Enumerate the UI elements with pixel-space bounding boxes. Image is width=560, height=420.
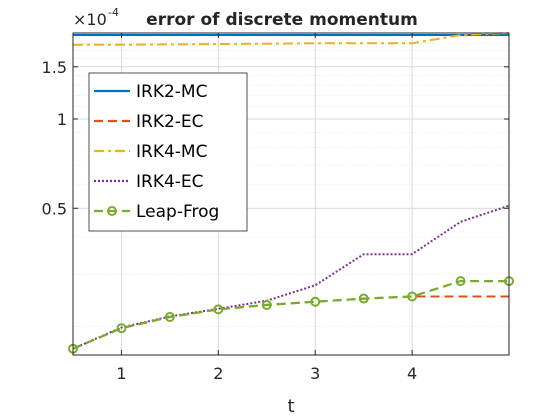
series-irk4-mc — [73, 32, 510, 46]
legend-label: Leap-Frog — [136, 202, 219, 222]
series-line-leap-frog — [72, 280, 509, 350]
x-tick-label: 4 — [407, 364, 417, 383]
legend-label: IRK2-MC — [136, 82, 207, 102]
legend-item-leap-frog: Leap-Frog — [94, 202, 219, 222]
x-axis-label: t — [287, 396, 294, 417]
y-tick-label: 0.5 — [42, 199, 67, 218]
ticks: 0.5 1 1.5 1 2 3 4 — [42, 33, 509, 383]
data-point — [310, 296, 321, 307]
y-tick-label: 1.5 — [42, 58, 67, 77]
series-layer — [68, 32, 514, 354]
x-tick-label: 1 — [116, 364, 126, 383]
chart-title: error of discrete momentum — [146, 10, 418, 30]
data-point — [116, 323, 127, 334]
x-tick-label: 2 — [213, 364, 223, 383]
data-point — [455, 276, 466, 287]
plot-frame — [72, 32, 510, 356]
legend-item-irk4-ec: IRK4-EC — [94, 172, 204, 192]
series-line-irk4-mc — [73, 32, 510, 46]
data-point — [358, 293, 369, 304]
legend-label: IRK4-MC — [136, 142, 207, 162]
x-tick-label: 3 — [310, 364, 320, 383]
data-point — [261, 299, 272, 310]
legend-label: IRK2-EC — [136, 112, 204, 132]
exponent-power: -4 — [108, 6, 119, 19]
legend-item-irk4-mc: IRK4-MC — [94, 142, 207, 162]
legend-marker — [107, 206, 117, 216]
y-tick-label: 1 — [57, 110, 67, 129]
exponent-label: ×10 -4 — [73, 6, 119, 29]
legend-item-irk2-mc: IRK2-MC — [94, 82, 207, 102]
legend-label: IRK4-EC — [136, 172, 204, 192]
legend: IRK2-MC IRK2-EC IRK4-MC IRK4-EC Leap-Frog — [88, 72, 248, 232]
legend-item-irk2-ec: IRK2-EC — [94, 112, 204, 132]
data-point — [164, 311, 175, 322]
data-point — [213, 304, 224, 315]
exponent-base: ×10 — [73, 10, 107, 29]
data-point — [407, 291, 418, 302]
